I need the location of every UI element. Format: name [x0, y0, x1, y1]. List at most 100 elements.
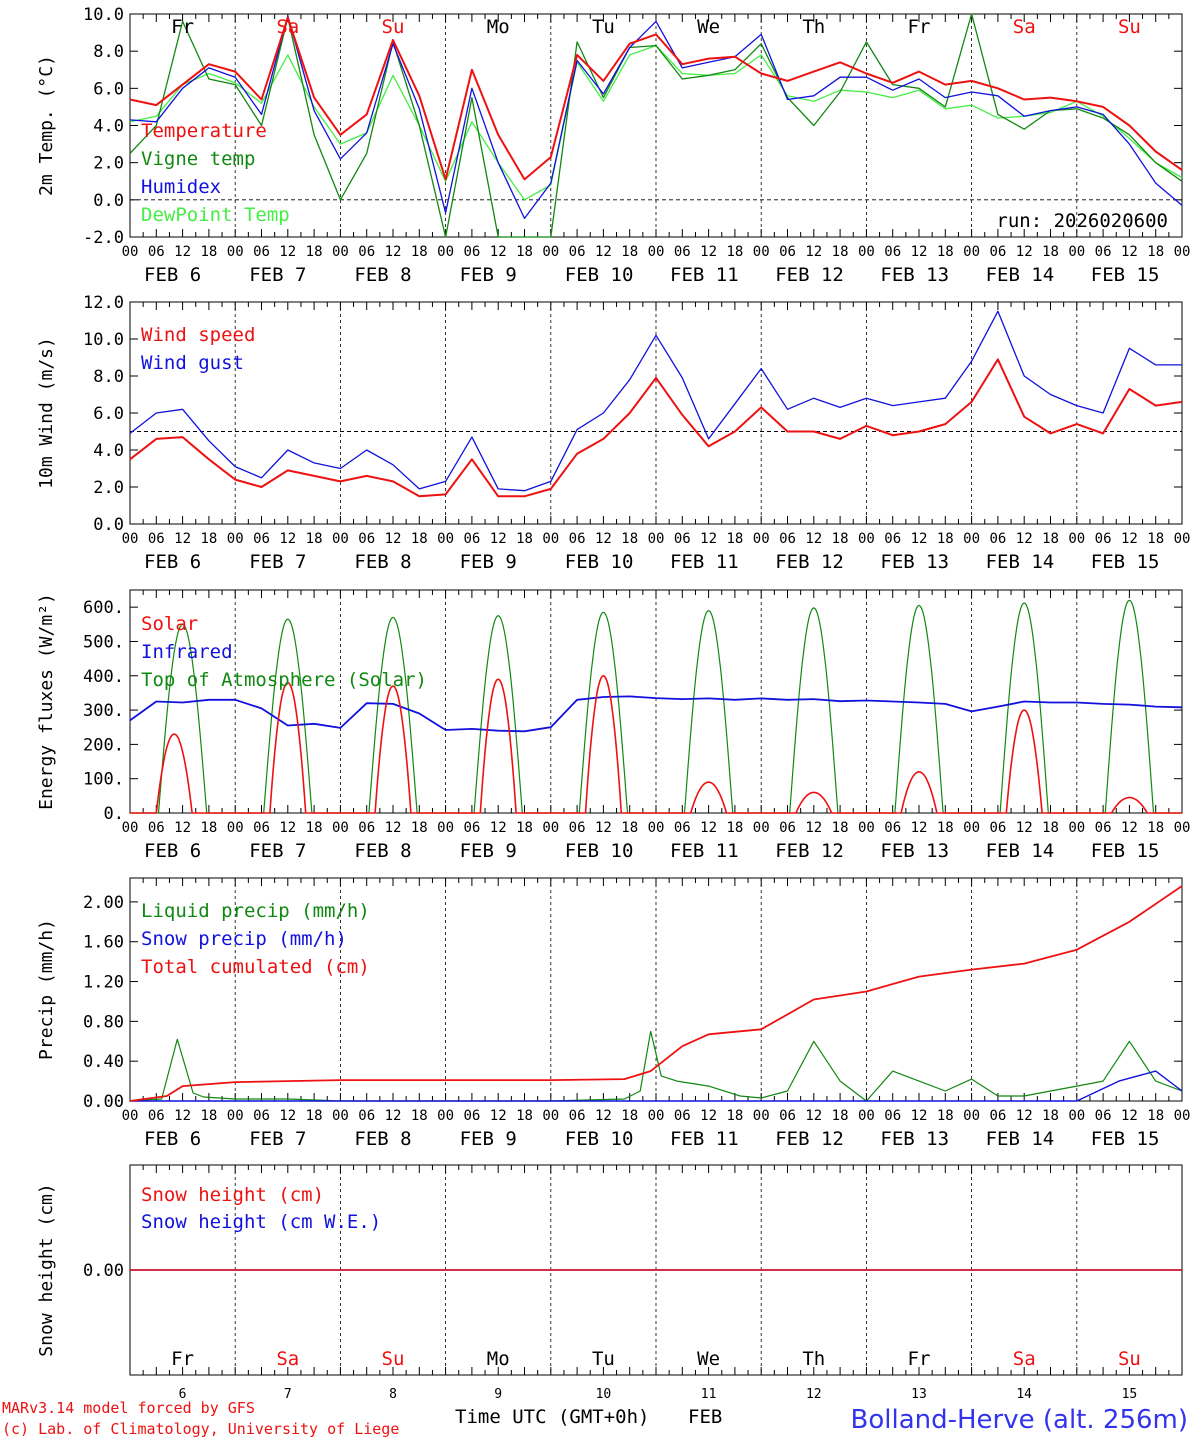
y-axis-title: Precip (mm/h)	[36, 919, 57, 1060]
run-label: run: 2026020600	[996, 210, 1168, 232]
y-axis-title: Snow height (cm)	[36, 1183, 57, 1356]
weekday-label: Th	[802, 1348, 825, 1370]
hour-tick-label: 18	[726, 244, 743, 260]
weekday-label: Su	[1118, 1348, 1141, 1370]
weekday-label: Fr	[908, 1348, 931, 1370]
date-tick-label: FEB 6	[144, 840, 201, 862]
hour-tick-label: 00	[753, 820, 770, 836]
date-tick-label: FEB 9	[460, 1128, 517, 1150]
hour-tick-label: 12	[595, 820, 612, 836]
date-tick-label: FEB 15	[1091, 551, 1160, 573]
hour-tick-label: 12	[385, 531, 402, 547]
hour-tick-label: 00	[227, 244, 244, 260]
date-tick-label: FEB 7	[249, 1128, 306, 1150]
y-tick-label: 0.00	[83, 1261, 124, 1281]
date-tick-label: FEB 14	[986, 264, 1055, 286]
series-line-toa	[971, 602, 1077, 814]
hour-tick-label: 00	[858, 244, 875, 260]
hour-tick-label: 18	[411, 244, 428, 260]
hour-tick-label: 18	[306, 244, 323, 260]
series-line-solar	[866, 770, 972, 814]
panel-4: 0.00 Snow height (cm) Snow height (cm) Snow…	[36, 1164, 1183, 1402]
hour-tick-label: 18	[832, 244, 849, 260]
series-line-solar	[971, 709, 1077, 814]
legend-label: Wind gust	[141, 352, 244, 374]
series-line-snow	[130, 1070, 1183, 1102]
hour-tick-label: 18	[726, 820, 743, 836]
hour-tick-label: 12	[1016, 244, 1033, 260]
hour-tick-label: 00	[542, 531, 559, 547]
hour-tick-label: 06	[989, 531, 1006, 547]
weekday-label: Sa	[276, 1348, 299, 1370]
hour-tick-label: 06	[148, 531, 165, 547]
date-tick-label: FEB 10	[565, 551, 634, 573]
date-tick-label: FEB 6	[144, 1128, 201, 1150]
hour-tick-label: 00	[227, 820, 244, 836]
hour-tick-label: 18	[306, 1108, 323, 1124]
y-axis-title: 2m Temp. (°C)	[36, 55, 57, 196]
hour-tick-label: 12	[490, 820, 507, 836]
hour-tick-label: 12	[1121, 1108, 1138, 1124]
day-number-label: 10	[596, 1387, 612, 1402]
date-tick-label: FEB 10	[565, 1128, 634, 1150]
hour-tick-label: 12	[1016, 1108, 1033, 1124]
hour-tick-label: 12	[385, 244, 402, 260]
date-tick-label: FEB 12	[775, 840, 844, 862]
weekday-label: We	[697, 1348, 720, 1370]
series-line-liquid	[129, 1030, 1183, 1102]
hour-tick-label: 00	[1068, 531, 1085, 547]
hour-tick-label: 12	[385, 820, 402, 836]
hour-tick-label: 00	[963, 531, 980, 547]
hour-tick-label: 00	[648, 820, 665, 836]
series-line-solar	[656, 781, 762, 814]
date-tick-label: FEB 7	[249, 840, 306, 862]
hour-tick-label: 00	[1068, 244, 1085, 260]
hour-tick-label: 00	[227, 1108, 244, 1124]
series-line-solar	[1076, 796, 1182, 814]
hour-tick-label: 00	[648, 244, 665, 260]
hour-tick-label: 06	[989, 820, 1006, 836]
hour-tick-label: 06	[253, 244, 270, 260]
date-tick-label: FEB 13	[880, 264, 949, 286]
legend-label: Wind speed	[141, 324, 255, 346]
hour-tick-label: 06	[1095, 531, 1112, 547]
hour-tick-label: 12	[279, 531, 296, 547]
hour-tick-label: 12	[700, 1108, 717, 1124]
hour-tick-label: 12	[700, 244, 717, 260]
hour-tick-label: 18	[832, 1108, 849, 1124]
hour-tick-label: 06	[779, 820, 796, 836]
weekday-label: Fr	[908, 16, 931, 38]
date-tick-label: FEB 15	[1091, 1128, 1160, 1150]
hour-tick-label: 06	[358, 1108, 375, 1124]
hour-tick-label: 12	[279, 820, 296, 836]
series-line-toa	[866, 604, 972, 814]
date-tick-label: FEB 13	[880, 551, 949, 573]
y-tick-label: 0.	[104, 804, 124, 824]
date-tick-label: FEB 7	[249, 264, 306, 286]
date-tick-label: FEB 10	[565, 264, 634, 286]
hour-tick-label: 00	[122, 244, 139, 260]
hour-tick-label: 06	[884, 820, 901, 836]
series-line-solar	[761, 791, 867, 814]
weekday-label: Fr	[171, 1348, 194, 1370]
series-line-wind-speed	[129, 358, 1183, 498]
series-line-infrared	[129, 695, 1183, 733]
y-tick-label: -2.0	[83, 228, 124, 248]
hour-tick-label: 00	[227, 531, 244, 547]
weekday-label: Sa	[1013, 1348, 1036, 1370]
hour-tick-label: 12	[1121, 244, 1138, 260]
y-tick-label: 0.80	[83, 1012, 124, 1032]
weekday-label: Mo	[487, 16, 510, 38]
date-tick-label: FEB 9	[460, 551, 517, 573]
series-line-total	[129, 885, 1183, 1102]
hour-tick-label: 12	[700, 531, 717, 547]
day-number-label: 13	[911, 1387, 927, 1402]
series-line-toa	[1076, 599, 1182, 814]
hour-tick-label: 18	[937, 1108, 954, 1124]
hour-tick-label: 18	[1042, 820, 1059, 836]
hour-tick-label: 00	[858, 1108, 875, 1124]
hour-tick-label: 00	[542, 1108, 559, 1124]
hour-tick-label: 12	[911, 820, 928, 836]
y-tick-label: 6.0	[93, 404, 124, 424]
